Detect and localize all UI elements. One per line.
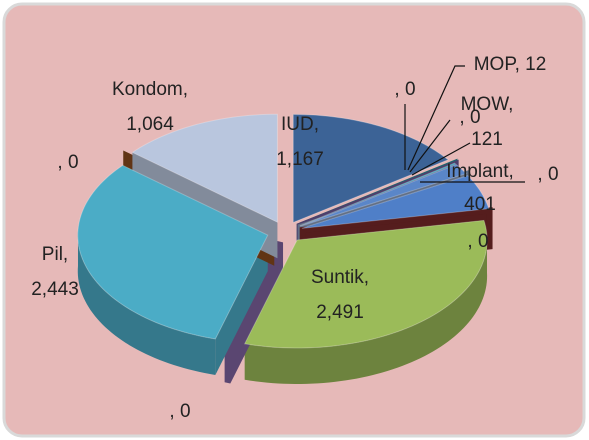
label-separator: , <box>508 94 513 115</box>
pie-tops <box>77 113 490 349</box>
label-separator: , <box>314 114 319 135</box>
slice-wall <box>77 229 216 375</box>
slice-wall <box>244 236 488 384</box>
label-separator: , <box>459 107 470 128</box>
data-label: , 0 <box>57 152 78 173</box>
leader-line <box>407 65 465 171</box>
data-label: Pil, <box>42 244 68 265</box>
label-separator: , <box>537 164 548 185</box>
data-label-category: Suntik <box>311 267 364 288</box>
data-label-category: IUD <box>281 114 314 135</box>
label-separator: , <box>57 152 68 173</box>
slice <box>300 163 468 227</box>
data-label-value: 401 <box>464 194 496 215</box>
data-label: IUD, <box>281 114 319 135</box>
slice <box>292 113 450 224</box>
slice <box>77 164 269 340</box>
data-label: , 0 <box>459 107 480 128</box>
data-label-value: 1,167 <box>276 149 324 170</box>
data-label: MOP, 12 <box>474 54 547 75</box>
leader-lines <box>404 65 525 183</box>
data-label-value: 121 <box>471 129 503 150</box>
data-label: , 0 <box>394 79 415 100</box>
data-label-value: 0 <box>478 231 489 252</box>
slice-side <box>215 235 268 375</box>
data-label-value: 1,064 <box>126 114 174 135</box>
data-label: Suntik, <box>311 267 369 288</box>
data-label-value: 0 <box>405 79 416 100</box>
data-label-category: Kondom <box>112 79 183 100</box>
data-label: , 0 <box>467 231 488 252</box>
label-separator: , <box>183 79 188 100</box>
data-label: Kondom, <box>112 79 188 100</box>
slice <box>301 175 490 229</box>
data-label-value: 2,443 <box>31 279 79 300</box>
label-separator: , <box>394 79 405 100</box>
slice <box>299 162 457 227</box>
data-label-value: 0 <box>470 107 481 128</box>
data-label-category: Pil <box>42 244 63 265</box>
data-label-value: 2,491 <box>316 302 364 323</box>
leader-line <box>409 119 451 173</box>
label-separator: , <box>509 161 514 182</box>
data-label-category: Implant <box>446 161 509 182</box>
label-separator: , <box>364 267 369 288</box>
data-label: Implant, <box>446 161 514 182</box>
leader-line <box>411 142 471 176</box>
label-separator: , <box>169 401 180 422</box>
data-label: , 0 <box>169 401 190 422</box>
slice <box>131 113 278 223</box>
label-separator: , <box>63 244 68 265</box>
data-label-category: MOP <box>474 54 517 75</box>
data-label-value: 0 <box>68 152 79 173</box>
data-label-value: 0 <box>548 164 559 185</box>
data-label-category: MOW <box>461 94 510 115</box>
data-label: , 0 <box>537 164 558 185</box>
label-separator: , <box>515 54 526 75</box>
label-separator: , <box>467 231 478 252</box>
slice <box>243 219 488 349</box>
data-label-value: 0 <box>180 401 191 422</box>
data-label: MOW, <box>461 94 514 115</box>
data-label-value: 12 <box>525 54 546 75</box>
